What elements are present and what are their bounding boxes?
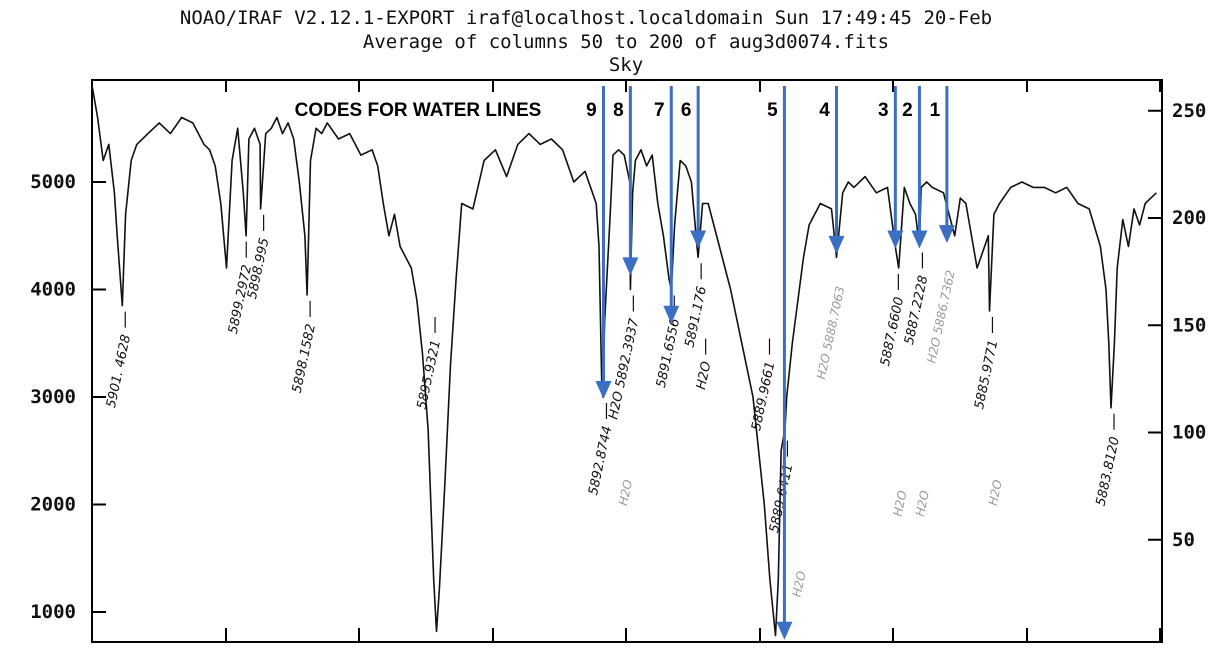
- annotation-label: H2O 5888.7063: [814, 285, 847, 381]
- annotation-label: H2O 5892.3937: [606, 317, 642, 421]
- annotation: 5895.9321: [415, 317, 444, 411]
- y-axis-left: 1000 2000 3000 4000 5000: [30, 171, 106, 623]
- annotation-label: 5885.9771: [972, 339, 1001, 411]
- water-line-arrow-6: 6: [681, 86, 707, 249]
- annotation: H2O: [891, 489, 910, 517]
- arrow-head: [690, 230, 707, 249]
- water-line-code-label: 2: [902, 100, 913, 121]
- y-right-tick-label: 200: [1172, 207, 1206, 229]
- annotation: H2O: [986, 478, 1005, 506]
- spectrum-series-line: [91, 85, 1157, 637]
- annotation: 5885.9771: [972, 317, 1001, 411]
- water-line-code-label: 9: [586, 100, 597, 121]
- water-line-code-label: 1: [930, 100, 941, 121]
- y-tick-label: 4000: [30, 279, 76, 301]
- arrow-head: [938, 225, 955, 244]
- annotation: 5887.6600: [878, 274, 907, 368]
- chart-subtitle: Sky: [609, 54, 643, 76]
- annotation: 5898.1582: [290, 300, 319, 395]
- annotation: 5883.8120: [1094, 413, 1123, 507]
- water-line-arrow-4: 4: [819, 86, 845, 254]
- annotation-label: 5887.6600: [878, 296, 907, 368]
- annotation-label: 5901. 4628: [104, 333, 134, 409]
- water-line-arrow-7: 7: [654, 86, 680, 324]
- water-line-code-label: 3: [878, 100, 889, 121]
- annotation-label: H2O: [891, 489, 910, 517]
- annotation: H2O: [913, 489, 932, 517]
- annotation: H2O 5892.3937: [606, 295, 642, 421]
- arrow-head: [622, 257, 639, 276]
- header-line-1: NOAO/IRAF V2.12.1-EXPORT iraf@localhost.…: [180, 7, 992, 29]
- annotation-label: 5898.1582: [290, 323, 319, 395]
- arrow-head: [595, 381, 612, 399]
- water-line-code-label: 5: [767, 100, 778, 121]
- annotation-label: H2O: [616, 478, 635, 506]
- water-line-arrow-9: 9: [586, 86, 612, 399]
- y-tick-label: 2000: [30, 494, 76, 516]
- annotation-label: 5889.6411: [767, 462, 796, 534]
- y-right-tick-label: 100: [1172, 422, 1206, 444]
- annotation-label: 5891.6556: [654, 317, 683, 389]
- water-line-arrow-3: 3: [878, 86, 904, 249]
- annotation-label: H2O: [790, 570, 809, 598]
- annotation: H2O: [616, 478, 635, 506]
- codes-title: CODES FOR WATER LINES: [295, 100, 542, 121]
- water-line-arrow-5: 5: [767, 86, 793, 640]
- y-tick-label: 5000: [30, 171, 76, 193]
- annotation-label: 5883.8120: [1094, 435, 1123, 507]
- y-tick-label: 1000: [30, 601, 76, 623]
- water-line-code-label: 8: [613, 100, 624, 121]
- arrow-head: [828, 235, 845, 254]
- annotation-label: H2O: [913, 489, 932, 517]
- arrow-head: [663, 305, 680, 324]
- annotation-label: H2O: [694, 360, 715, 391]
- annotation: 5891.176: [682, 263, 710, 349]
- y-right-tick-label: 250: [1172, 100, 1206, 122]
- x-axis-ticks: [91, 80, 1161, 642]
- water-line-arrow-2: 2: [902, 86, 928, 249]
- y-tick-label: 3000: [30, 386, 76, 408]
- annotation: 5889.9661: [749, 338, 778, 432]
- annotation: 5901. 4628: [104, 311, 134, 409]
- annotation: 5898.995: [245, 214, 273, 300]
- arrow-head: [887, 230, 904, 249]
- water-line-arrow-8: 8: [613, 86, 639, 276]
- arrow-head: [911, 230, 928, 249]
- annotation-label: 5892.8744: [586, 425, 615, 497]
- annotation-label: 5887.2228: [902, 274, 931, 346]
- y-right-tick-label: 150: [1172, 314, 1206, 336]
- annotation-label: H2O: [986, 478, 1005, 506]
- water-line-arrow-1: 1: [930, 86, 955, 244]
- y-axis-right: 50 100 150 200 250: [1148, 100, 1206, 551]
- arrow-head: [776, 621, 793, 640]
- chart-title: Average of columns 50 to 200 of aug3d007…: [363, 31, 889, 53]
- water-line-code-label: 7: [654, 100, 665, 121]
- y-right-tick-label: 50: [1172, 529, 1195, 551]
- annotation: H2O: [694, 338, 715, 391]
- water-line-code-label: 6: [681, 100, 692, 121]
- water-line-code-label: 4: [819, 100, 830, 121]
- annotation: H2O: [790, 570, 809, 598]
- annotation: H2O 5888.7063: [814, 285, 847, 381]
- annotation-label: 5895.9321: [415, 339, 444, 411]
